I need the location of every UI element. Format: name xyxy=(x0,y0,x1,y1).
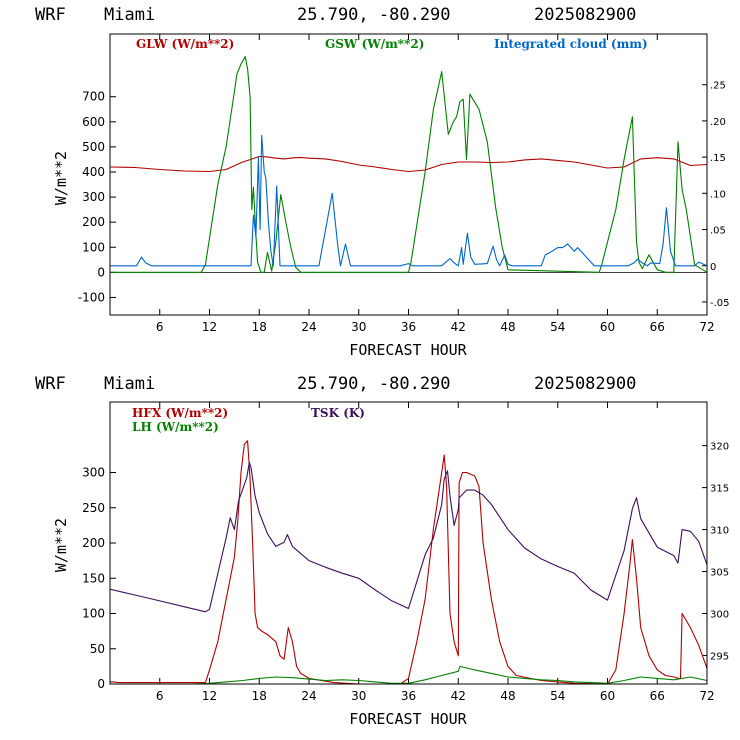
bottom-header-model: WRF xyxy=(35,374,66,394)
y-tick-label: 600 xyxy=(82,115,105,129)
x-tick-label: 24 xyxy=(301,320,316,334)
y-tick-label: 700 xyxy=(82,90,105,104)
y2-tick-label: .05 xyxy=(710,226,726,237)
top-header-station: Miami xyxy=(104,5,155,25)
bottom-header-date: 2025082900 xyxy=(534,374,636,394)
y2-tick-label: 300 xyxy=(710,610,729,621)
series-line-0 xyxy=(109,155,708,173)
y2-tick-label: .20 xyxy=(710,117,726,128)
y2-tick-label: 295 xyxy=(710,651,729,662)
x-tick-label: 60 xyxy=(600,320,615,334)
y-tick-label: 400 xyxy=(82,165,105,179)
x-tick-label: 18 xyxy=(252,689,267,703)
y-tick-label: 200 xyxy=(82,536,105,550)
bottom-plot-frame xyxy=(109,401,708,685)
x-tick-label: 30 xyxy=(351,320,366,334)
series-line-0 xyxy=(110,440,708,685)
x-tick-label: 66 xyxy=(650,320,665,334)
top-header-coords: 25.790, -80.290 xyxy=(297,5,451,25)
x-tick-label: 6 xyxy=(156,689,164,703)
x-tick-label: 24 xyxy=(301,689,316,703)
x-tick-label: 72 xyxy=(699,320,714,334)
top-plot-frame xyxy=(109,33,708,316)
x-tick-label: 54 xyxy=(550,689,565,703)
bottom-x-axis-label: FORECAST HOUR xyxy=(349,710,467,728)
y-tick-label: 200 xyxy=(82,215,105,229)
y2-tick-label: -.05 xyxy=(710,298,730,309)
x-tick-label: 48 xyxy=(500,689,515,703)
legend-hfx: HFX (W/m**2) xyxy=(132,406,228,420)
x-tick-label: 42 xyxy=(451,689,466,703)
x-tick-label: 48 xyxy=(500,320,515,334)
bottom-y-axis-label: W/m**2 xyxy=(52,518,70,572)
y-tick-label: 250 xyxy=(82,501,105,515)
x-tick-label: 12 xyxy=(202,320,217,334)
y-tick-label: 100 xyxy=(82,607,105,621)
y-tick-label: 0 xyxy=(97,265,105,279)
y-tick-label: 150 xyxy=(82,571,105,585)
x-tick-label: 42 xyxy=(451,320,466,334)
y-tick-label: -100 xyxy=(78,290,105,304)
y2-tick-label: 0 xyxy=(710,262,716,273)
legend-cloud: Integrated cloud (mm) xyxy=(494,37,648,51)
legend-lh: LH (W/m**2) xyxy=(132,420,219,434)
x-tick-label: 30 xyxy=(351,689,366,703)
series-line-2 xyxy=(109,461,708,613)
x-tick-label: 6 xyxy=(156,320,164,334)
y2-tick-label: .15 xyxy=(710,153,726,164)
y2-tick-label: 315 xyxy=(710,484,729,495)
y-tick-label: 300 xyxy=(82,190,105,204)
bottom-plot-area: 6 12 18 24 30 36 42 48 54 60 66 72 0 50 100 150 200 250 30… xyxy=(82,402,729,703)
legend-gsw: GSW (W/m**2) xyxy=(325,37,424,51)
series-line-2 xyxy=(110,134,708,267)
y-tick-label: 100 xyxy=(82,240,105,254)
y-tick-label: 50 xyxy=(90,642,105,656)
x-tick-label: 72 xyxy=(699,689,714,703)
y2-tick-label: 320 xyxy=(710,442,729,453)
x-tick-label: 54 xyxy=(550,320,565,334)
top-x-axis-label: FORECAST HOUR xyxy=(349,341,467,359)
y2-tick-label: .10 xyxy=(710,189,726,200)
series-line-1 xyxy=(110,665,708,685)
top-y-axis-label: W/m**2 xyxy=(52,151,70,205)
y-tick-label: 500 xyxy=(82,140,105,154)
top-panel: WRF Miami 25.790, -80.290 2025082900 6 12… xyxy=(35,5,730,359)
top-header-model: WRF xyxy=(35,5,66,25)
y2-tick-label: 310 xyxy=(710,526,729,537)
legend-tsk: TSK (K) xyxy=(311,406,365,420)
bottom-header-station: Miami xyxy=(104,374,155,394)
top-header-date: 2025082900 xyxy=(534,5,636,25)
x-tick-label: 12 xyxy=(202,689,217,703)
y2-tick-label: .25 xyxy=(710,81,726,92)
x-tick-label: 18 xyxy=(252,320,267,334)
y-tick-label: 0 xyxy=(97,677,105,691)
series-line-1 xyxy=(110,56,708,273)
x-tick-label: 60 xyxy=(600,689,615,703)
x-tick-label: 66 xyxy=(650,689,665,703)
y2-tick-label: 305 xyxy=(710,568,729,579)
x-tick-label: 36 xyxy=(401,689,416,703)
top-plot-area: 6 12 18 24 30 36 42 48 54 60 66 72 -100 0 100 200 300 400… xyxy=(78,34,730,334)
bottom-panel: WRF Miami 25.790, -80.290 2025082900 6 12… xyxy=(35,374,729,728)
legend-glw: GLW (W/m**2) xyxy=(136,37,234,51)
y-tick-label: 300 xyxy=(82,466,105,480)
x-tick-label: 36 xyxy=(401,320,416,334)
bottom-header-coords: 25.790, -80.290 xyxy=(297,374,451,394)
